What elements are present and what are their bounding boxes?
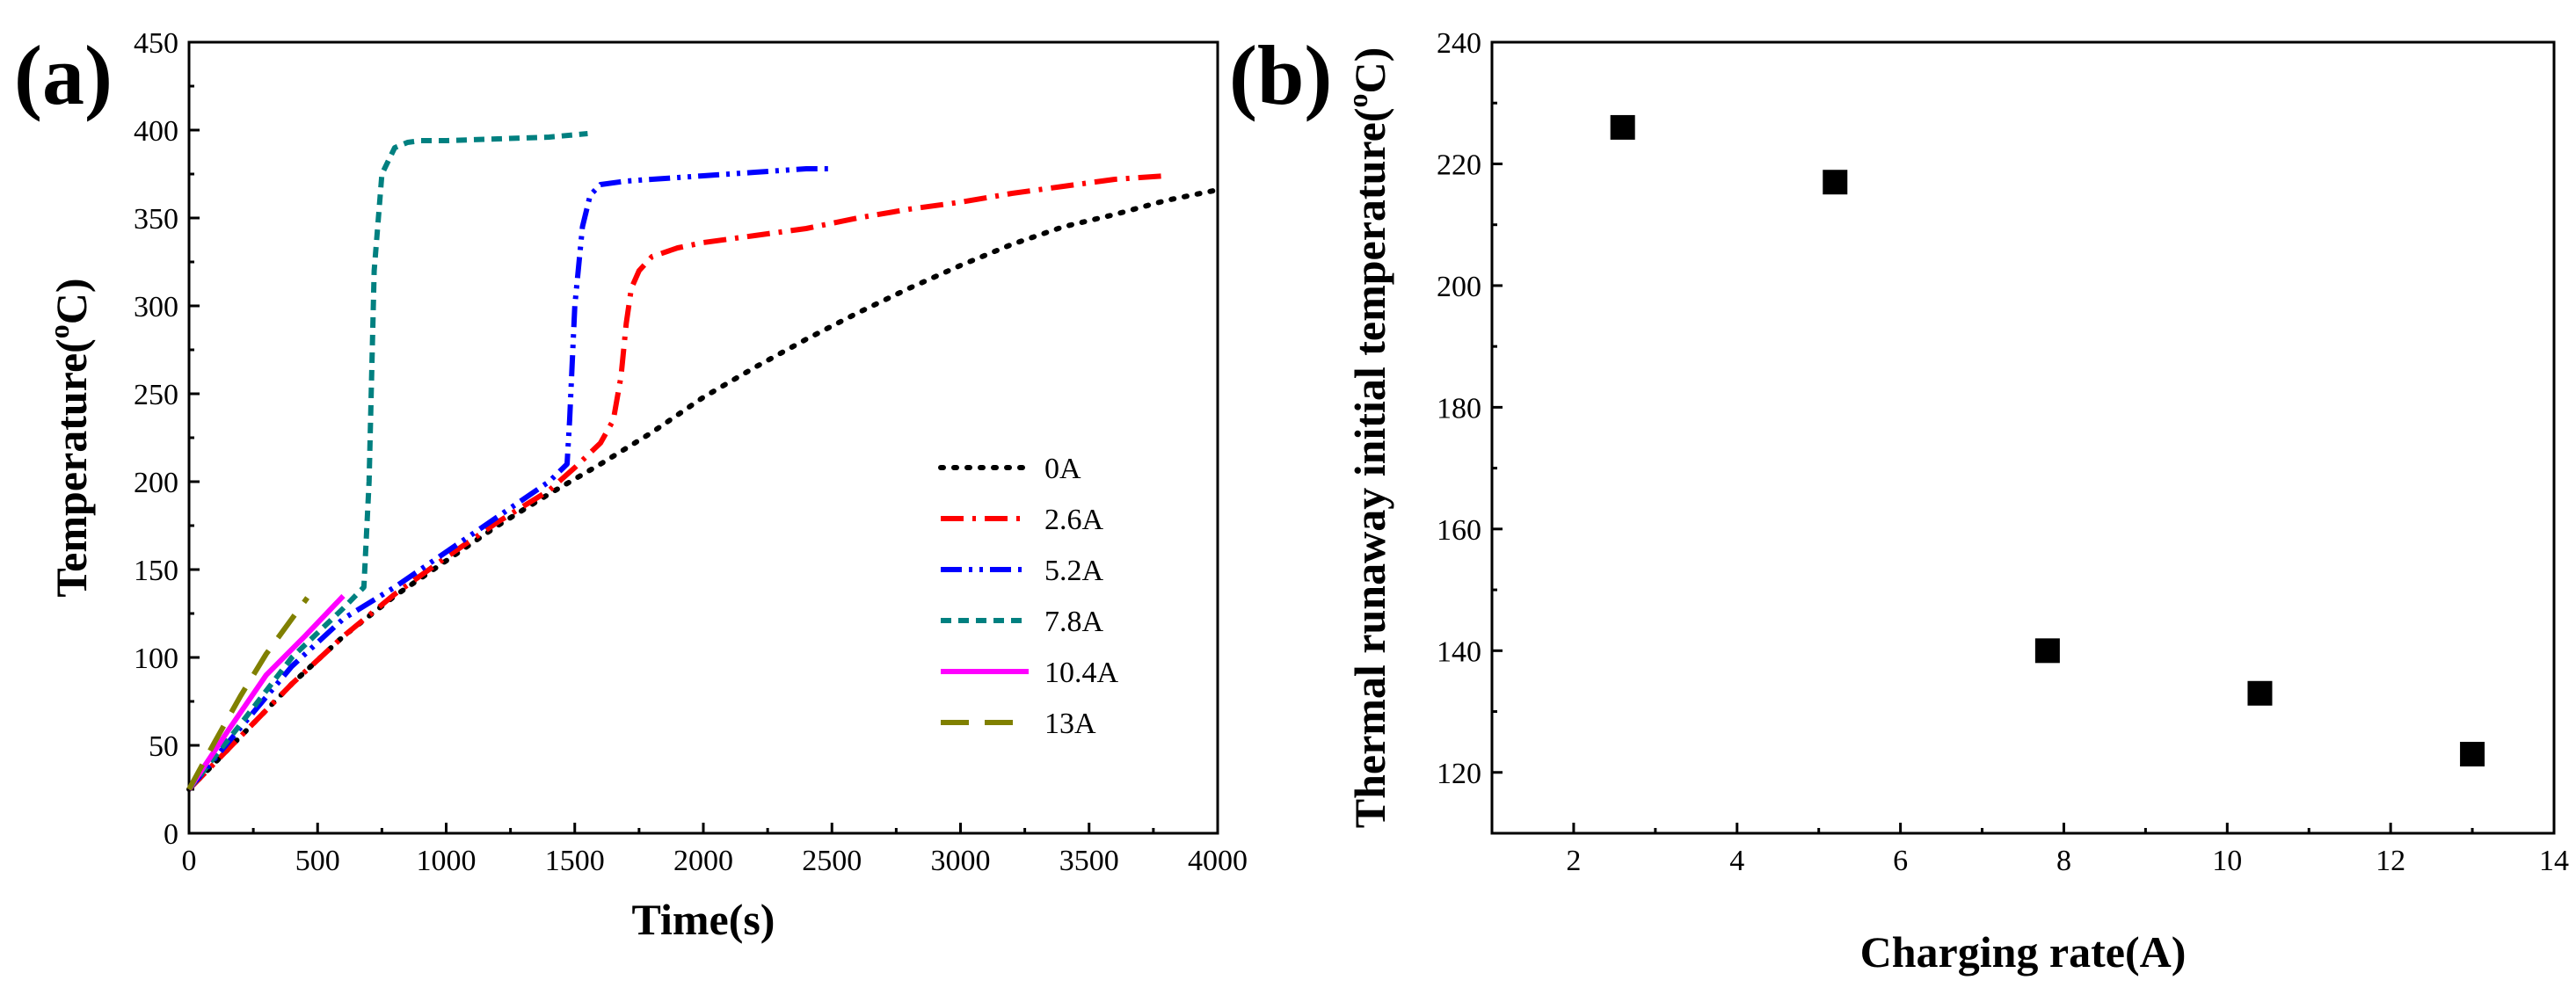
scatter-point [2247,680,2273,706]
panel-a-y-tick-label: 150 [134,555,178,587]
panel-a-y-tick-label: 450 [134,27,178,60]
panel-b-y-title-sup: o [1342,93,1373,107]
panel-a-y-title-main: Temperature( [47,338,96,597]
panel-a-series [186,131,1220,792]
panel-a-y-tick-label: 350 [134,203,178,236]
panel-a-y-tick-label: 200 [134,467,178,499]
series-line-10.4A [186,593,346,791]
panel-a-x-tick-label: 1000 [417,845,477,877]
panel-b-y-tick-label: 160 [1437,514,1481,547]
series-line-13A [186,596,310,791]
panel-b-points [1610,114,2485,766]
panel-a-x-tick-label: 3000 [931,845,991,877]
panel-a-ticks: 0 500 1000 1500 2000 2500 3000 3500 4000 0 50 100 15… [134,27,1248,877]
panel-a-y-title-tail: C) [47,278,96,324]
panel-b-initial-temperature-vs-rate: (b) 2 4 6 8 10 12 14 120 140 160 180 200 220 240 Char… [1229,27,2569,977]
series-line-2.6A [186,173,1167,792]
panel-b-x-tick-label: 6 [1893,845,1908,877]
panel-b-ticks: 2 4 6 8 10 12 14 120 140 160 180 200 220 240 [1437,27,2569,877]
series-line-5.2A [186,166,833,791]
legend-label-10.4A: 10.4A [1044,657,1119,689]
panel-b-y-title-main: Thermal runaway initial temperature( [1345,107,1394,828]
panel-b-x-tick-label: 10 [2212,845,2242,877]
panel-a-x-tick-label: 2000 [673,845,733,877]
panel-a-y-tick-label: 250 [134,379,178,411]
scatter-point [1823,170,1848,195]
panel-a-y-tick-label: 400 [134,115,178,148]
panel-b-plot-frame [1490,40,2556,835]
panel-a-y-title-sup: o [43,324,75,338]
panel-b-y-tick-label: 120 [1437,758,1481,790]
panel-a-x-tick-label: 2500 [802,845,862,877]
panel-a-y-tick-label: 50 [149,730,178,763]
panel-a-label: (a) [14,28,113,122]
panel-b-x-tick-label: 8 [2056,845,2071,877]
panel-b-y-axis-title: Thermal runaway initial temperature(oC) [1342,47,1394,829]
legend-label-5.2A: 5.2A [1044,555,1104,587]
panel-a-y-tick-label: 300 [134,291,178,323]
panel-b-y-tick-label: 140 [1437,635,1481,668]
panel-b-x-tick-label: 2 [1566,845,1581,877]
panel-b-y-tick-label: 240 [1437,27,1481,60]
legend-label-13A: 13A [1044,708,1096,740]
panel-a-x-tick-label: 3500 [1059,845,1119,877]
panel-a-y-axis-title: Temperature(oC) [43,278,96,597]
panel-b-y-tick-label: 200 [1437,271,1481,303]
scatter-point [1610,114,1635,140]
scatter-point [2034,638,2060,664]
panel-b-x-tick-label: 4 [1729,845,1744,877]
panel-b-y-tick-label: 180 [1437,392,1481,425]
legend-label-7.8A: 7.8A [1044,606,1104,638]
legend-label-2.6A: 2.6A [1044,504,1104,536]
legend-label-0A: 0A [1044,453,1081,485]
panel-b-x-axis-title: Charging rate(A) [1860,927,2187,977]
series-line-7.8A [186,131,588,791]
panel-a-temperature-vs-time: (a) 0 500 1000 1500 2000 2500 3000 3500 4000 0 50 1… [14,27,1248,944]
panel-a-y-tick-label: 0 [164,818,178,851]
panel-b-label: (b) [1229,28,1332,122]
panel-b-y-title-tail: C) [1345,47,1394,94]
panel-b-y-tick-label: 220 [1437,149,1481,181]
panel-a-x-tick-label: 4000 [1188,845,1248,877]
panel-a-x-axis-title: Time(s) [632,895,775,944]
panel-b-x-tick-label: 12 [2376,845,2405,877]
panel-a-x-tick-label: 1500 [545,845,605,877]
panel-a-y-tick-label: 100 [134,643,178,675]
panel-b-x-tick-label: 14 [2539,845,2569,877]
panel-a-legend: 0A 2.6A 5.2A 7.8A 10.4A 13A [938,453,1119,740]
panel-a-x-tick-label: 0 [182,845,197,877]
series-line-0A [186,187,1220,792]
panel-a-x-tick-label: 500 [295,845,340,877]
scatter-point [2460,742,2485,766]
